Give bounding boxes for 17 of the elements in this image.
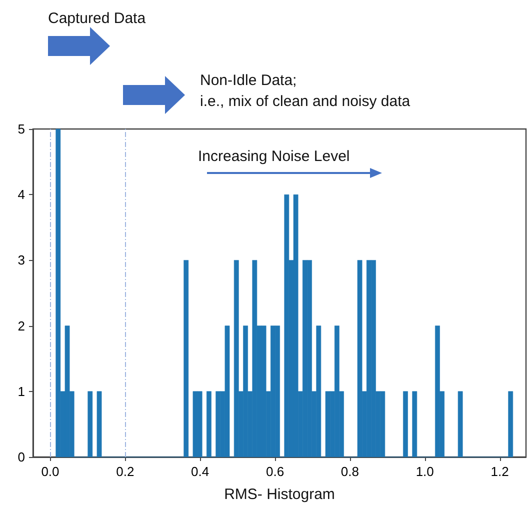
y-tick-label: 2: [18, 318, 25, 334]
x-tick-label: 0.0: [41, 464, 60, 479]
x-tick-label: 0.2: [116, 464, 134, 479]
x-axis-title: RMS- Histogram: [224, 486, 335, 503]
text: Captured Data: [48, 10, 146, 27]
y-tick-label: 5: [18, 122, 25, 136]
y-tick-label: 3: [18, 252, 25, 268]
y-tick-label: 4: [18, 187, 25, 202]
x-tick-label: 0.4: [191, 464, 210, 479]
x-tick-label: 0.8: [340, 464, 359, 479]
y-tick-label: 1: [18, 384, 25, 399]
x-tick-label: 0.6: [266, 464, 284, 479]
x-tick-label: 1.2: [490, 464, 509, 479]
annotation: Increasing Noise Level: [198, 148, 350, 165]
x-tick-label: 1.0: [416, 464, 434, 479]
text: Non-Idle Data; i.e., mix of clean and noisy data: [200, 72, 411, 110]
y-tick-label: 0: [18, 450, 25, 464]
